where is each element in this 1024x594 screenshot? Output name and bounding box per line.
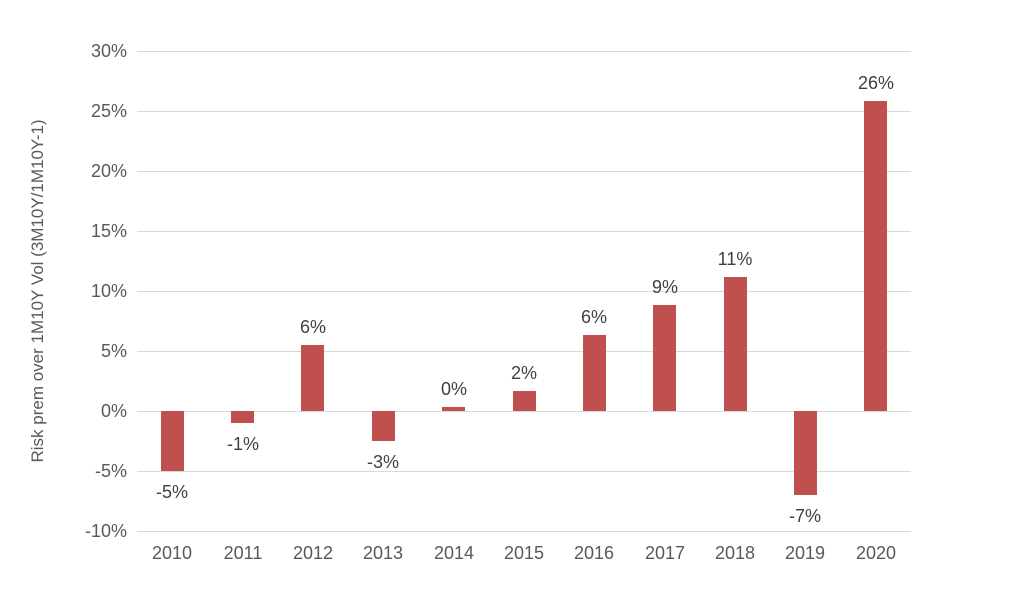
bar-2010 bbox=[161, 411, 184, 471]
x-tick-label-2013: 2013 bbox=[362, 543, 404, 563]
y-tick-label: 30% bbox=[90, 41, 127, 61]
y-tick-label: 20% bbox=[90, 161, 127, 181]
bar-2018 bbox=[724, 277, 747, 411]
value-label-2020: 26% bbox=[857, 73, 895, 93]
x-tick-label-2017: 2017 bbox=[644, 543, 686, 563]
gridline bbox=[137, 531, 911, 532]
y-tick-label: 25% bbox=[90, 101, 127, 121]
value-label-2017: 9% bbox=[651, 277, 678, 297]
gridline bbox=[137, 351, 911, 352]
y-tick-label: 0% bbox=[100, 401, 127, 421]
value-label-2014: 0% bbox=[440, 379, 467, 399]
gridline bbox=[137, 411, 911, 412]
bar-2016 bbox=[583, 335, 606, 411]
value-label-2018: 11% bbox=[717, 249, 753, 269]
x-tick-label-2016: 2016 bbox=[573, 543, 615, 563]
y-tick-label: -10% bbox=[84, 521, 127, 541]
value-label-2019: -7% bbox=[788, 506, 821, 526]
gridline bbox=[137, 291, 911, 292]
gridline bbox=[137, 51, 911, 52]
bar-2019 bbox=[794, 411, 817, 495]
value-label-2010: -5% bbox=[155, 482, 188, 502]
x-tick-label-2012: 2012 bbox=[292, 543, 334, 563]
bar-2012 bbox=[301, 345, 324, 411]
bar-2020 bbox=[864, 101, 887, 411]
y-tick-label: 15% bbox=[90, 221, 127, 241]
y-tick-label: 10% bbox=[90, 281, 127, 301]
x-tick-label-2019: 2019 bbox=[784, 543, 826, 563]
value-label-2015: 2% bbox=[510, 363, 537, 383]
gridline bbox=[137, 111, 911, 112]
x-tick-label-2018: 2018 bbox=[714, 543, 756, 563]
gridline bbox=[137, 231, 911, 232]
bar-2011 bbox=[231, 411, 254, 423]
x-tick-label-2015: 2015 bbox=[503, 543, 545, 563]
bar-2015 bbox=[513, 391, 536, 411]
value-label-2016: 6% bbox=[580, 307, 607, 327]
y-tick-label: 5% bbox=[100, 341, 127, 361]
x-tick-label-2020: 2020 bbox=[855, 543, 897, 563]
bar-2013 bbox=[372, 411, 395, 441]
bar-2017 bbox=[653, 305, 676, 411]
gridline bbox=[137, 471, 911, 472]
y-tick-label: -5% bbox=[94, 461, 127, 481]
bar-2014 bbox=[442, 407, 465, 411]
x-tick-label-2011: 2011 bbox=[223, 543, 263, 563]
value-label-2013: -3% bbox=[366, 452, 399, 472]
gridline bbox=[137, 171, 911, 172]
value-label-2011: -1% bbox=[226, 434, 259, 454]
x-tick-label-2010: 2010 bbox=[151, 543, 193, 563]
value-label-2012: 6% bbox=[299, 317, 326, 337]
x-tick-label-2014: 2014 bbox=[433, 543, 475, 563]
